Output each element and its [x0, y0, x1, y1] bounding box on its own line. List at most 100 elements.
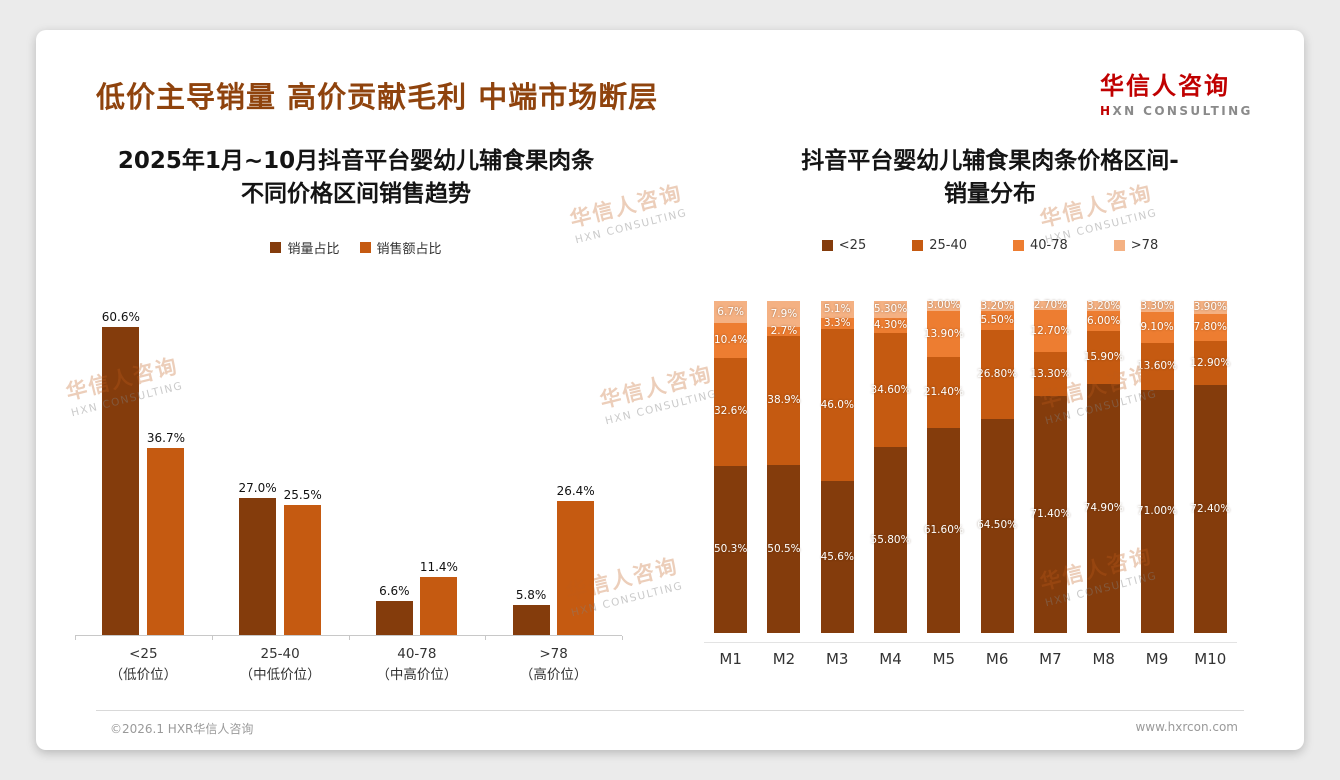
category-label-sub: （中高价位） — [376, 666, 458, 683]
bar — [284, 505, 322, 635]
stack-segment: 6.00% — [1087, 311, 1121, 332]
stack-segment: 34.60% — [871, 332, 911, 448]
month-label: M10 — [1194, 649, 1227, 668]
left-bars: 60.6% 36.7% 27.0% 25.5% 6.6% 11.4% 5.8% 26.4% — [75, 305, 622, 635]
segment-label: 2.7% — [770, 325, 798, 338]
segment-label: 71.00% — [1137, 504, 1178, 517]
bar-unit: 60.6% — [102, 310, 140, 635]
segment-label: 3.20% — [1087, 299, 1121, 312]
segment-label: 10.4% — [713, 334, 748, 346]
stacked-bar: 71.00% 13.60% 9.10% 3.30% — [1137, 300, 1177, 633]
segment-label: 6.00% — [1087, 315, 1121, 327]
stack-segment: 3.90% — [1193, 300, 1227, 315]
stack-segment: 7.9% — [767, 300, 801, 327]
bar-unit: 26.4% — [557, 484, 595, 635]
stack-cell: 72.40% 12.90% 7.80% 3.90% — [1184, 300, 1237, 633]
legend-swatch — [821, 239, 833, 251]
bar-value-label: 25.5% — [283, 488, 322, 503]
segment-label: 7.80% — [1193, 321, 1227, 334]
legend-item: 25-40 — [912, 238, 967, 253]
bar-value-label: 36.7% — [146, 431, 185, 446]
axis-tick — [485, 635, 487, 640]
stack-segment: 12.90% — [1190, 340, 1230, 385]
segment-label: 6.7% — [717, 305, 744, 318]
footer-copyright: ©2026.1 HXR华信人咨询 — [110, 722, 254, 736]
right-chart-title-line2: 销量分布 — [944, 181, 1036, 208]
segment-label: 13.60% — [1137, 360, 1178, 373]
segment-label: 45.6% — [820, 550, 854, 563]
segment-label: 3.20% — [980, 299, 1014, 312]
stack-cell: 64.50% 26.80% 5.50% 3.20% — [970, 299, 1023, 633]
stack-segment: 13.90% — [924, 310, 964, 357]
category-label: >78 （高价位） — [485, 644, 622, 686]
legend-swatch — [912, 239, 924, 251]
month-label: M7 — [1039, 649, 1062, 668]
month-label: M8 — [1092, 649, 1115, 668]
left-chart-title: 2025年1月~10月抖音平台婴幼儿辅食果肉条 不同价格区间销售趋势 — [36, 145, 676, 212]
stack-segment: 6.7% — [714, 300, 748, 323]
bar — [420, 576, 458, 635]
bar-value-label: 27.0% — [238, 480, 277, 495]
logo-accent-letter: H — [1100, 104, 1113, 118]
bar-unit: 11.4% — [420, 560, 458, 635]
bar-value-label: 5.8% — [515, 588, 547, 603]
category-label-main: 25-40 — [260, 645, 300, 662]
segment-label: 3.90% — [1193, 301, 1227, 314]
bar-unit: 27.0% — [239, 481, 277, 635]
bar — [239, 497, 277, 635]
axis-tick — [622, 635, 623, 640]
month-label: M1 — [719, 649, 742, 668]
left-xlabels: <25 （低价位） 25-40 （中低价位） 40-78 （中高价位） >78 （高价位） — [75, 644, 622, 686]
bar-group: 60.6% 36.7% — [75, 310, 212, 635]
stack-cell: 74.90% 15.90% 6.00% 3.20% — [1077, 299, 1130, 633]
segment-label: 15.90% — [1083, 351, 1124, 364]
stacked-bar: 50.3% 32.6% 10.4% 6.7% — [713, 300, 748, 633]
left-legend: 销量占比 销售额占比 — [36, 238, 676, 257]
axis-tick — [211, 635, 213, 640]
bar — [375, 601, 413, 635]
segment-label: 72.40% — [1190, 502, 1231, 515]
segment-label: 13.90% — [923, 327, 964, 340]
legend-label: <25 — [838, 237, 867, 253]
bar-group: 5.8% 26.4% — [485, 484, 622, 635]
stack-segment: 3.20% — [1087, 299, 1121, 312]
left-axis-line — [75, 634, 623, 640]
stack-segment: 55.80% — [871, 447, 911, 633]
segment-label: 12.90% — [1190, 356, 1231, 369]
stack-segment: 5.30% — [874, 300, 907, 319]
legend-swatch — [359, 241, 371, 253]
category-label-sub: （低价位） — [109, 666, 178, 683]
stack-segment: 74.90% — [1084, 384, 1124, 633]
stack-cell: 50.3% 32.6% 10.4% 6.7% — [704, 300, 757, 633]
stack-cell: 55.80% 34.60% 4.30% 5.30% — [864, 300, 917, 633]
bar — [557, 500, 595, 635]
category-label-sub: （高价位） — [519, 666, 588, 683]
bar — [512, 605, 550, 635]
stacked-bar: 64.50% 26.80% 5.50% 3.20% — [977, 299, 1017, 633]
category-label: 40-78 （中高价位） — [349, 644, 486, 686]
right-bars: 50.3% 32.6% 10.4% 6.7% 50.5% 38.9% 2.7% 7.9% 45.… — [704, 298, 1237, 633]
legend-item: 销量占比 — [270, 238, 340, 257]
segment-label: 4.30% — [873, 319, 908, 332]
segment-label: 74.90% — [1083, 502, 1124, 515]
stacked-bar: 61.60% 21.40% 13.90% 3.00% — [924, 300, 964, 633]
segment-label: 7.9% — [770, 307, 798, 320]
bar-value-label: 11.4% — [419, 559, 458, 574]
left-chart-title-line1: 2025年1月~10月抖音平台婴幼儿辅食果肉条 — [117, 148, 595, 174]
stack-segment: 45.6% — [820, 481, 854, 633]
stack-cell: 50.5% 38.9% 2.7% 7.9% — [757, 300, 810, 633]
legend-swatch — [1013, 239, 1024, 251]
segment-label: 13.30% — [1030, 367, 1071, 380]
bar-value-label: 6.6% — [379, 584, 410, 599]
month-label: M2 — [772, 649, 796, 668]
segment-label: 2.70% — [1033, 298, 1068, 311]
segment-label: 21.40% — [923, 386, 964, 399]
axis-tick — [75, 635, 76, 640]
segment-label: 5.50% — [980, 314, 1014, 327]
stack-segment: 32.6% — [714, 357, 747, 466]
stack-segment: 3.20% — [980, 299, 1014, 312]
stack-segment: 38.9% — [767, 335, 801, 465]
stacked-bar: 55.80% 34.60% 4.30% 5.30% — [871, 300, 911, 633]
page-title: 低价主导销量 高价贡献毛利 中端市场断层 — [96, 80, 659, 114]
